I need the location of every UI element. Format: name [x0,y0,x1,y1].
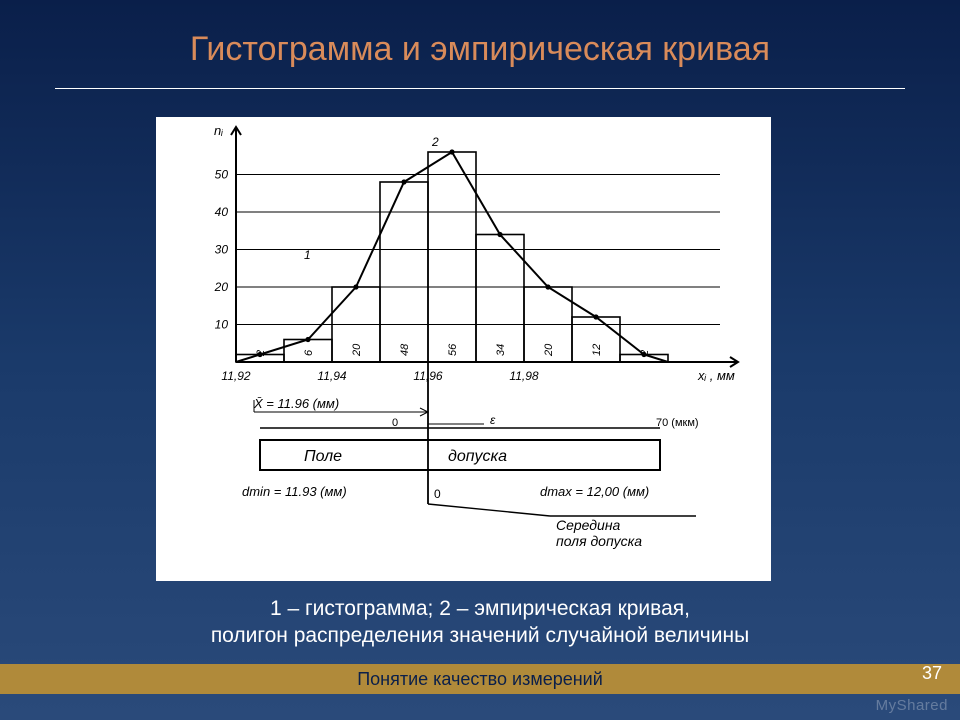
svg-text:11,92: 11,92 [221,369,250,383]
svg-text:dmin = 11.93 (мм): dmin = 11.93 (мм) [242,484,347,499]
watermark: MyShared [876,697,948,714]
chart-panel: 1020304050nᵢ2620485634201222111,9211,941… [156,117,771,581]
svg-text:70 (мкм): 70 (мкм) [656,417,699,429]
svg-text:Поле: Поле [304,448,342,465]
svg-text:X̄ = 11.96 (мм): X̄ = 11.96 (мм) [253,396,339,411]
svg-text:Середина: Середина [556,517,621,533]
svg-text:11,94: 11,94 [317,369,346,383]
svg-text:ε: ε [490,413,496,427]
svg-text:допуска: допуска [448,448,507,465]
svg-text:dmax = 12,00 (мм): dmax = 12,00 (мм) [540,484,649,499]
svg-text:xᵢ , мм: xᵢ , мм [697,368,735,383]
svg-text:6: 6 [303,349,315,356]
caption-line-2: полигон распределения значений случайной… [211,624,749,647]
svg-text:56: 56 [447,343,459,356]
svg-text:50: 50 [215,168,229,182]
svg-text:40: 40 [215,205,229,219]
svg-text:12: 12 [591,344,603,356]
slide-title: Гистограмма и эмпирическая кривая [0,30,960,69]
svg-text:34: 34 [495,344,507,356]
caption-line-1: 1 – гистограмма; 2 – эмпирическая кривая… [270,597,690,620]
page-number: 37 [922,663,942,684]
svg-text:поля допуска: поля допуска [556,533,642,549]
histogram-chart: 1020304050nᵢ2620485634201222111,9211,941… [156,117,771,581]
svg-text:20: 20 [351,343,363,357]
svg-text:0: 0 [434,487,441,501]
svg-text:10: 10 [215,318,229,332]
svg-text:nᵢ: nᵢ [214,123,223,138]
svg-text:48: 48 [399,343,411,356]
svg-text:0: 0 [392,417,398,429]
svg-text:20: 20 [543,343,555,357]
svg-text:1: 1 [304,248,311,262]
chart-caption: 1 – гистограмма; 2 – эмпирическая кривая… [0,595,960,650]
svg-text:20: 20 [214,280,229,294]
title-divider [55,88,905,89]
svg-text:30: 30 [215,243,229,257]
svg-text:2: 2 [431,135,439,149]
svg-text:11,98: 11,98 [509,369,538,383]
footer-bar: Понятие качество измерений [0,664,960,694]
